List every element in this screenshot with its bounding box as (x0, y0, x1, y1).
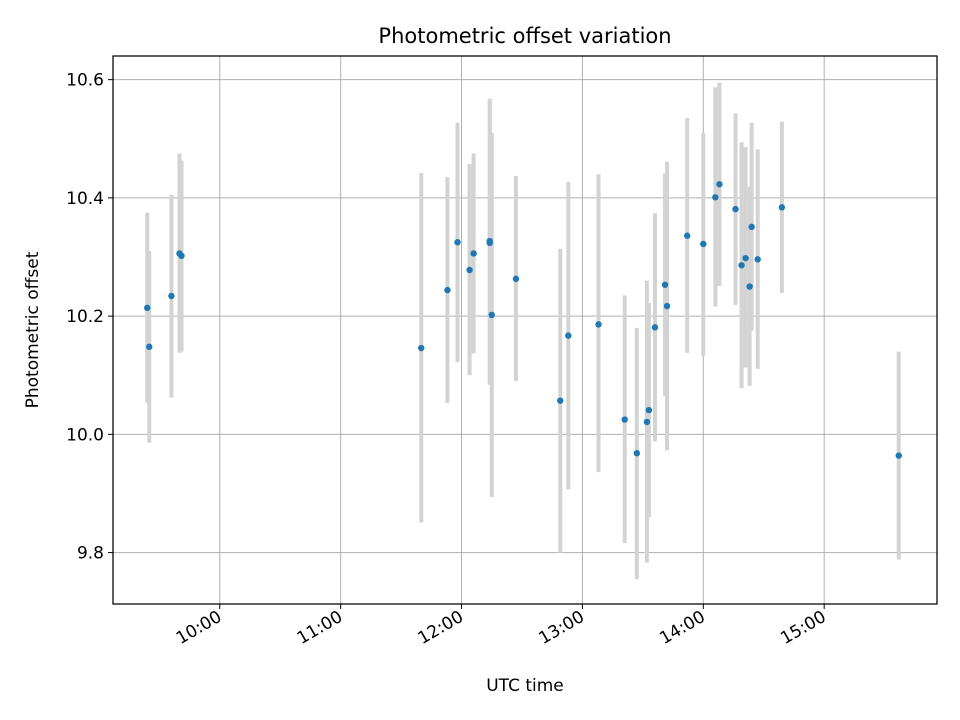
data-point (454, 239, 461, 246)
chart-title: Photometric offset variation (378, 24, 671, 48)
data-point (746, 283, 753, 290)
data-point (778, 204, 786, 211)
data-point (661, 281, 669, 288)
plot-frame (112, 55, 938, 605)
data-point (700, 240, 707, 248)
data-point (144, 304, 151, 312)
data-point (565, 332, 572, 339)
y-tick-label: 10.2 (66, 307, 104, 327)
data-point (643, 418, 651, 426)
data-point (732, 205, 739, 213)
x-axis-title: UTC time (486, 676, 564, 696)
data-point (633, 450, 641, 457)
data-point (444, 286, 451, 294)
data-point (466, 266, 473, 274)
data-point (418, 344, 425, 352)
y-tick-label: 10.4 (66, 189, 104, 209)
data-point (486, 239, 493, 247)
data-point (178, 252, 185, 260)
data-point (651, 324, 659, 331)
y-tick-label: 9.8 (77, 544, 104, 564)
data-point (716, 181, 723, 188)
data-point (621, 416, 628, 423)
y-axis: 9.8 10.0 10.2 10.4 10.6 (66, 71, 113, 564)
data-point (895, 452, 902, 459)
data-point (712, 194, 719, 201)
data-point (146, 343, 153, 351)
data-point (663, 302, 671, 310)
y-axis-title: Photometric offset (23, 251, 43, 408)
data-point (645, 406, 653, 414)
y-tick-label: 10.0 (66, 425, 104, 445)
data-point (754, 256, 761, 263)
data-point (738, 262, 745, 269)
data-point (595, 321, 602, 328)
data-point (557, 397, 564, 404)
data-point (488, 311, 495, 319)
data-points (144, 181, 902, 459)
data-point (742, 254, 749, 262)
data-point (512, 275, 520, 283)
data-point (683, 232, 691, 239)
data-point (168, 292, 175, 300)
data-point (748, 223, 755, 231)
grid (113, 56, 937, 604)
data-point (470, 250, 477, 257)
y-tick-label: 10.6 (66, 71, 104, 91)
